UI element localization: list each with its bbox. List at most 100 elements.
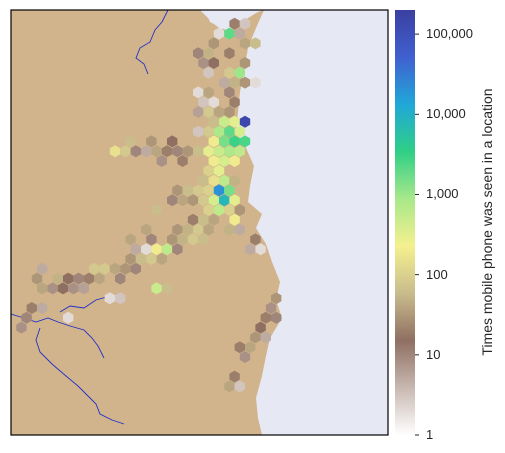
hexbin-cell [208,213,219,226]
hexbin-cell [271,292,282,305]
hexbin-cell [146,253,157,265]
hexbin-cell [78,282,89,295]
hexbin-cell [141,243,152,256]
hexbin-cell [203,86,214,99]
hexbin-cell [198,213,209,226]
hexbin-cell [213,125,225,138]
hexbin-cell [229,155,240,167]
hexbin-cell [224,27,235,40]
hexbin-cell [203,164,214,177]
hexbin-cell [234,145,245,158]
hexbin-cell [203,106,214,118]
hexbin-cell [99,262,110,275]
hexbin-cell [250,331,261,344]
hexbin-cell [193,145,204,158]
hexbin-cell [229,76,240,89]
hexbin-cell [208,37,219,50]
hexbin-cell [208,57,219,69]
hexbin-cell [224,380,235,393]
hexbin-cell [255,243,266,256]
hexbin-cell [234,204,245,216]
hexbin-cell [219,174,230,187]
hexbin-cell [63,311,74,324]
hexbin-cell [161,282,173,295]
hexbin-cell [208,96,219,109]
hexbin-cell [182,223,193,236]
hexbin-cell [239,135,251,148]
hexbin-cell [203,66,214,79]
hexbin-cell [203,184,214,197]
hexbin-cell [224,223,235,236]
hexbin-cell [224,86,235,99]
hexbin-cell [125,135,136,148]
hexbin-cell [198,233,209,246]
hexbin-cell [208,155,219,167]
hexbin-cell [130,262,141,275]
map-frame [10,9,389,436]
hexbin-cell [198,96,209,109]
hexbin-cell [213,184,225,197]
hexbin-cell [193,106,204,118]
hexbin-cell [224,66,235,79]
hexbin-cell [198,57,209,69]
hexbin-cell [193,223,204,236]
hexbin-cell [224,184,235,197]
hexbin-cell [125,253,136,265]
hexbin-cell [83,272,95,285]
hexbin-cell [109,145,121,158]
hexbin-cell [265,302,277,314]
hexbin-cell [89,262,100,275]
hexbin-cell [229,115,240,128]
colorbar-label: Times mobile phone was seen in a locatio… [479,88,495,356]
hexbin-cell [213,145,225,158]
hexbin-cell [234,223,245,236]
hexbin-cell [234,341,245,354]
hexbin-cell [172,243,183,256]
hexbin-cell [187,233,199,246]
hexbin-cell [229,370,240,383]
river-mid [59,295,111,313]
river-north [135,10,169,75]
hexbin-cell [193,47,204,60]
hexbin-cell [219,155,230,167]
hexbin-cell [37,282,48,295]
hexbin-cell [198,174,209,187]
hexbin-cell [37,302,48,314]
hexbin-cell [187,213,199,226]
hexbin-cell [47,282,58,295]
hexbin-cell [146,233,157,246]
hexbin-cell [219,135,230,148]
hexbin-cell [156,253,167,265]
hexbin-cell [224,125,235,138]
hexbin-cell [208,174,219,187]
hexbin-cell [229,17,240,30]
hexbin-cell [182,145,193,158]
hexbin-cell [172,145,183,158]
hexbin-cell [224,204,235,216]
hexbin-cell [177,194,188,207]
hexbin-cell [198,194,209,207]
hexbin-cell [177,155,188,167]
hexbin-cell [109,262,121,275]
hexbin-cell [182,184,193,197]
hexbin-cell [177,233,188,246]
hexbin-cell [94,272,105,285]
hexbin-cell [239,351,251,363]
hexbin-cell [219,76,230,89]
hexbin-cell [208,135,219,148]
hexbin-cell [193,184,204,197]
hexbin-cell [151,145,162,158]
hexbin-cell [229,96,240,109]
hexbin-cell [73,272,84,285]
hexbin-cell [203,125,214,138]
hexbin-cell [26,302,37,314]
hexbin-cell [135,253,147,265]
hexbin-cell [245,341,256,354]
hexbin-cell [229,194,240,207]
hexbin-cell [203,145,214,158]
hexbin-cell [203,204,214,216]
colorbar-tick-label: 100,000 [426,26,473,42]
hexbin-cell [250,76,261,89]
